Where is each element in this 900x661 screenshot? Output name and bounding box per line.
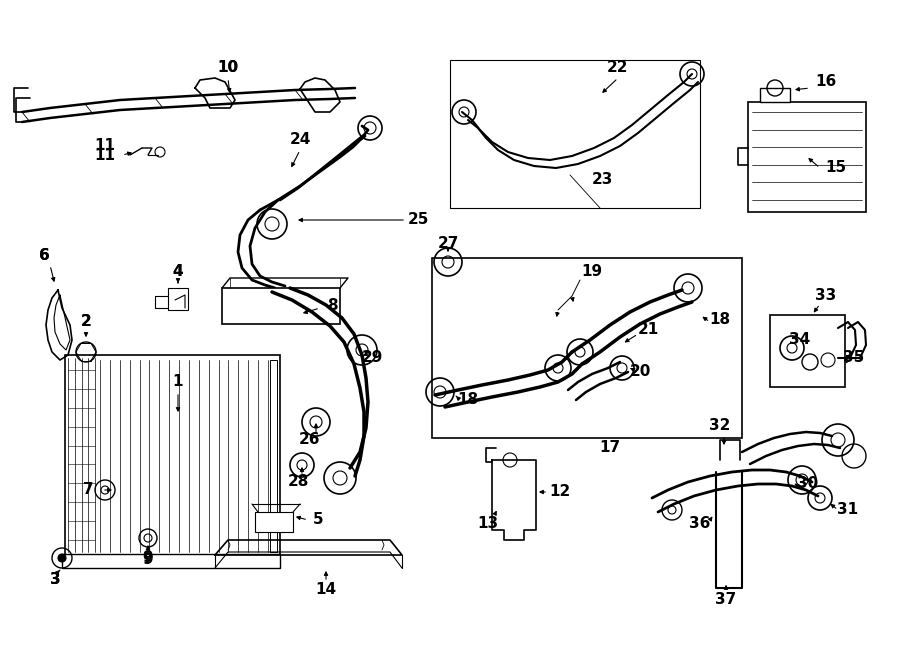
- Text: 2: 2: [81, 315, 92, 329]
- Text: 16: 16: [815, 75, 837, 89]
- Text: 34: 34: [789, 332, 811, 348]
- Bar: [770, 315, 845, 387]
- Text: 37: 37: [716, 592, 736, 607]
- Text: 6: 6: [39, 249, 50, 264]
- Text: 28: 28: [287, 475, 309, 490]
- Text: 12: 12: [549, 485, 571, 500]
- Bar: [168, 288, 188, 310]
- Bar: [432, 258, 742, 438]
- Text: 25: 25: [408, 212, 428, 227]
- Text: 8: 8: [327, 297, 338, 313]
- Bar: [450, 60, 700, 208]
- Text: 31: 31: [837, 502, 859, 518]
- Text: 22: 22: [608, 61, 629, 75]
- Text: 24: 24: [289, 132, 310, 147]
- Text: 33: 33: [815, 288, 837, 303]
- Text: 6: 6: [39, 249, 50, 264]
- Text: 18: 18: [457, 393, 479, 407]
- Bar: [270, 360, 277, 552]
- Bar: [760, 88, 790, 102]
- Text: 23: 23: [591, 173, 613, 188]
- Text: 10: 10: [218, 61, 238, 75]
- Text: 36: 36: [689, 516, 711, 531]
- Text: 21: 21: [637, 323, 659, 338]
- Text: 27: 27: [437, 235, 459, 251]
- Text: 4: 4: [173, 264, 184, 280]
- Bar: [255, 512, 293, 532]
- Text: 26: 26: [299, 432, 320, 447]
- Text: 11: 11: [94, 137, 115, 153]
- Text: 20: 20: [629, 364, 651, 379]
- Text: 18: 18: [709, 313, 731, 327]
- Text: 14: 14: [315, 582, 337, 598]
- Text: 13: 13: [477, 516, 499, 531]
- Text: 30: 30: [797, 477, 819, 492]
- Text: 32: 32: [709, 418, 731, 432]
- Circle shape: [58, 554, 66, 562]
- Bar: [748, 102, 866, 212]
- Text: 9: 9: [143, 551, 153, 566]
- Text: 35: 35: [843, 350, 865, 366]
- Text: 15: 15: [825, 161, 847, 176]
- Bar: [222, 288, 340, 324]
- Bar: [62, 554, 280, 568]
- Text: 11: 11: [94, 147, 115, 163]
- Text: 4: 4: [173, 264, 184, 280]
- Text: 3: 3: [50, 572, 60, 588]
- Text: 19: 19: [581, 264, 603, 280]
- Text: 3: 3: [50, 572, 60, 588]
- Bar: [65, 355, 280, 555]
- Text: 2: 2: [81, 315, 92, 329]
- Text: 29: 29: [361, 350, 382, 364]
- Text: 5: 5: [312, 512, 323, 527]
- Text: 9: 9: [143, 553, 153, 568]
- Text: 7: 7: [83, 483, 94, 498]
- Text: 1: 1: [173, 375, 184, 389]
- Text: 17: 17: [599, 440, 621, 455]
- Text: 10: 10: [218, 61, 238, 75]
